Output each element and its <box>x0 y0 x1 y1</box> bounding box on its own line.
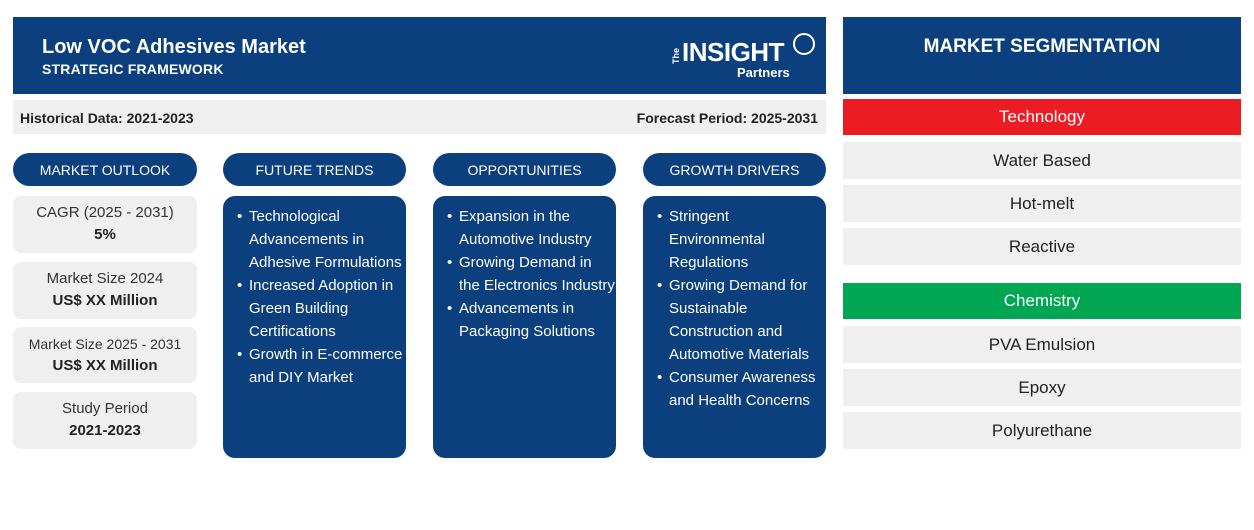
outlook-label: Market Size 2025 - 2031 <box>28 336 182 352</box>
outlook-label: Market Size 2024 <box>46 270 164 287</box>
list-item: Growing Demand for Sustainable Construct… <box>657 274 826 366</box>
segment-item: PVA Emulsion <box>843 326 1241 363</box>
outlook-value: 5% <box>94 226 116 243</box>
outlook-card-market-size-forecast: Market Size 2025 - 2031 US$ XX Million <box>13 327 197 383</box>
opportunities-panel: Expansion in the Automotive Industry Gro… <box>433 196 616 458</box>
segment-item: Water Based <box>843 142 1241 179</box>
list-item: Increased Adoption in Green Building Cer… <box>237 274 406 343</box>
future-trends-heading: FUTURE TRENDS <box>223 153 406 186</box>
period-bar: Historical Data: 2021-2023 Forecast Peri… <box>13 100 826 134</box>
market-outlook-heading: MARKET OUTLOOK <box>13 153 197 186</box>
logo-partners-text: Partners <box>737 65 790 80</box>
outlook-value: 2021-2023 <box>69 422 141 439</box>
outlook-card-cagr: CAGR (2025 - 2031) 5% <box>13 196 197 253</box>
list-item: Stringent Environmental Regulations <box>657 205 826 274</box>
forecast-period: Forecast Period: 2025-2031 <box>636 110 818 126</box>
outlook-label: CAGR (2025 - 2031) <box>36 204 174 221</box>
growth-drivers-heading: GROWTH DRIVERS <box>643 153 826 186</box>
segment-item: Epoxy <box>843 369 1241 406</box>
outlook-value: US$ XX Million <box>52 357 158 374</box>
future-trends-panel: Technological Advancements in Adhesive F… <box>223 196 406 458</box>
list-item: Expansion in the Automotive Industry <box>447 205 616 251</box>
logo-insight-text: INSIGHT <box>682 37 784 67</box>
historical-data: Historical Data: 2021-2023 <box>20 110 194 126</box>
logo-the-text: The <box>671 47 681 64</box>
insight-partners-logo: The INSIGHT Partners <box>671 30 821 82</box>
opportunities-heading: OPPORTUNITIES <box>433 153 616 186</box>
outlook-value: US$ XX Million <box>52 292 158 309</box>
segment-item: Polyurethane <box>843 412 1241 449</box>
report-title: Low VOC Adhesives Market <box>42 36 306 58</box>
list-item: Consumer Awareness and Health Concerns <box>657 366 826 412</box>
outlook-label: Study Period <box>62 400 148 417</box>
outlook-card-study-period: Study Period 2021-2023 <box>13 392 197 449</box>
logo-ring-icon <box>793 33 815 55</box>
segment-item: Hot-melt <box>843 185 1241 222</box>
report-subtitle: STRATEGIC FRAMEWORK <box>42 61 224 77</box>
growth-drivers-panel: Stringent Environmental Regulations Grow… <box>643 196 826 458</box>
list-item: Advancements in Packaging Solutions <box>447 297 616 343</box>
list-item: Growth in E-commerce and DIY Market <box>237 343 406 389</box>
report-header: Low VOC Adhesives Market STRATEGIC FRAME… <box>13 17 826 94</box>
list-item: Growing Demand in the Electronics Indust… <box>447 251 616 297</box>
segment-category-technology: Technology <box>843 99 1241 135</box>
segment-item: Reactive <box>843 228 1241 265</box>
outlook-card-market-size-2024: Market Size 2024 US$ XX Million <box>13 262 197 319</box>
segmentation-title: MARKET SEGMENTATION <box>843 17 1241 94</box>
segment-category-chemistry: Chemistry <box>843 283 1241 319</box>
list-item: Technological Advancements in Adhesive F… <box>237 205 406 274</box>
